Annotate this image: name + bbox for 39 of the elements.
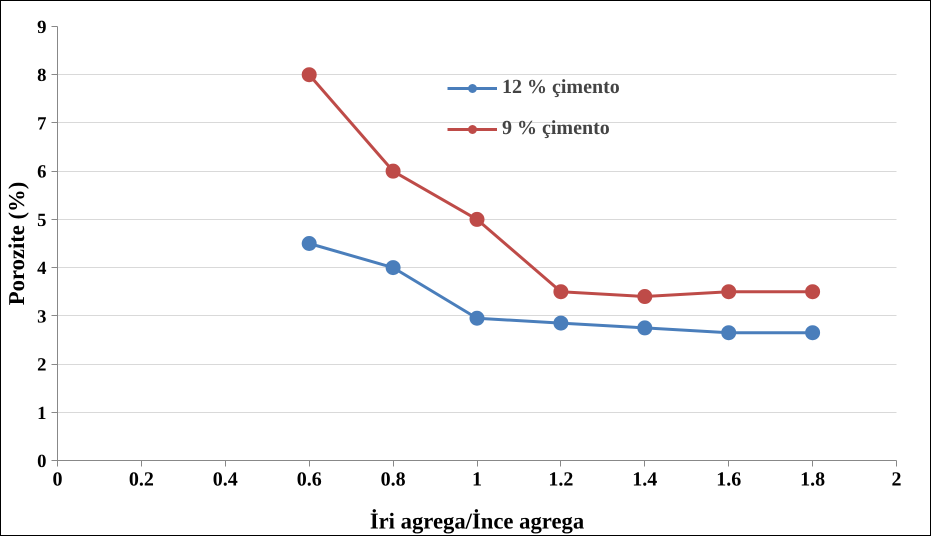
legend-label: 12 % çimento [502,76,620,99]
point [637,289,652,304]
point [470,212,484,227]
x-axis-title: İri agrega/İnce agrega [370,508,584,534]
x-tick-label: 0.6 [296,468,322,490]
y-tick-label: 0 [37,451,46,472]
point [721,325,736,340]
x-tick-label: 1.8 [800,468,826,490]
y-tick-label: 7 [37,113,46,134]
y-axis-title: Porozite (%) [4,182,30,306]
x-tick-label: 1.6 [716,468,742,490]
point [302,236,317,251]
y-tick-label: 3 [37,306,46,328]
x-tick-label: 1 [472,468,482,490]
x-tick-label: 1.2 [548,468,574,490]
point [386,260,401,276]
point [805,325,820,340]
point [302,67,317,82]
y-tick-label: 5 [37,210,46,231]
x-tick-label: 0.4 [212,468,238,490]
x-tick-label: 1.4 [632,468,658,490]
y-tick-label: 9 [37,17,46,38]
y-tick-label: 1 [37,402,46,424]
y-tick-label: 8 [37,65,46,86]
y-tick-label: 6 [37,162,46,183]
point [470,310,484,326]
point [553,284,568,300]
x-tick-label: 0 [52,468,62,490]
point [637,320,652,336]
x-tick-label: 2 [892,468,902,490]
y-tick-label: 2 [37,354,46,376]
legend-label: 9 % çimento [502,117,610,140]
point [805,284,820,300]
x-tick-label: 0.2 [128,468,154,490]
y-tick-label: 4 [37,258,46,280]
point [386,164,401,179]
x-tick-label: 0.8 [380,468,406,490]
point [553,316,568,331]
point [721,284,736,300]
